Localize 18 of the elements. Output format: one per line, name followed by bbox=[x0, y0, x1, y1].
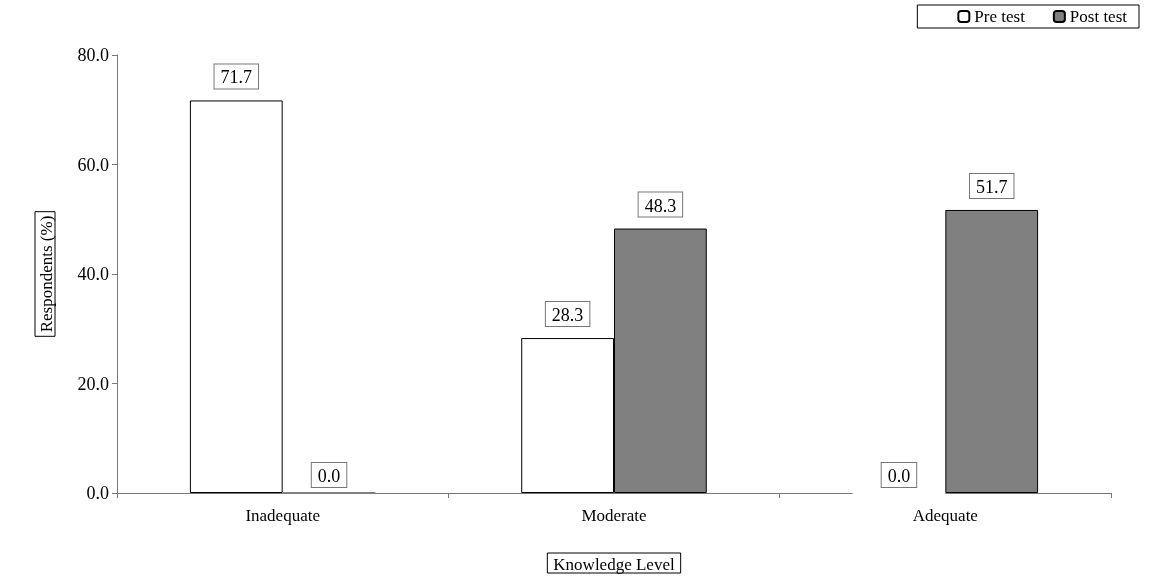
data-label: 28.3 bbox=[551, 305, 584, 326]
data-label: 51.7 bbox=[975, 176, 1008, 197]
y-tick-label: 40.0 bbox=[77, 264, 109, 284]
legend-label: Pre test bbox=[974, 7, 1026, 26]
y-tick-label: 80.0 bbox=[77, 45, 109, 65]
data-label: 71.7 bbox=[220, 67, 253, 88]
data-label: 48.3 bbox=[644, 195, 677, 216]
data-label: 0.0 bbox=[887, 466, 911, 486]
x-axis-title: Knowledge Level bbox=[553, 555, 675, 574]
x-tick-label: Inadequate bbox=[245, 506, 320, 525]
y-tick-label: 0.0 bbox=[86, 483, 109, 503]
y-axis-title: Respondents (%) bbox=[37, 215, 56, 333]
y-tick-label: 60.0 bbox=[77, 154, 109, 175]
data-label: 0.0 bbox=[317, 466, 341, 486]
x-tick-label: Adequate bbox=[912, 506, 978, 525]
legend-label: Post test bbox=[1069, 7, 1128, 26]
y-tick-label: 20.0 bbox=[77, 373, 109, 394]
x-tick-label: Moderate bbox=[581, 506, 647, 525]
